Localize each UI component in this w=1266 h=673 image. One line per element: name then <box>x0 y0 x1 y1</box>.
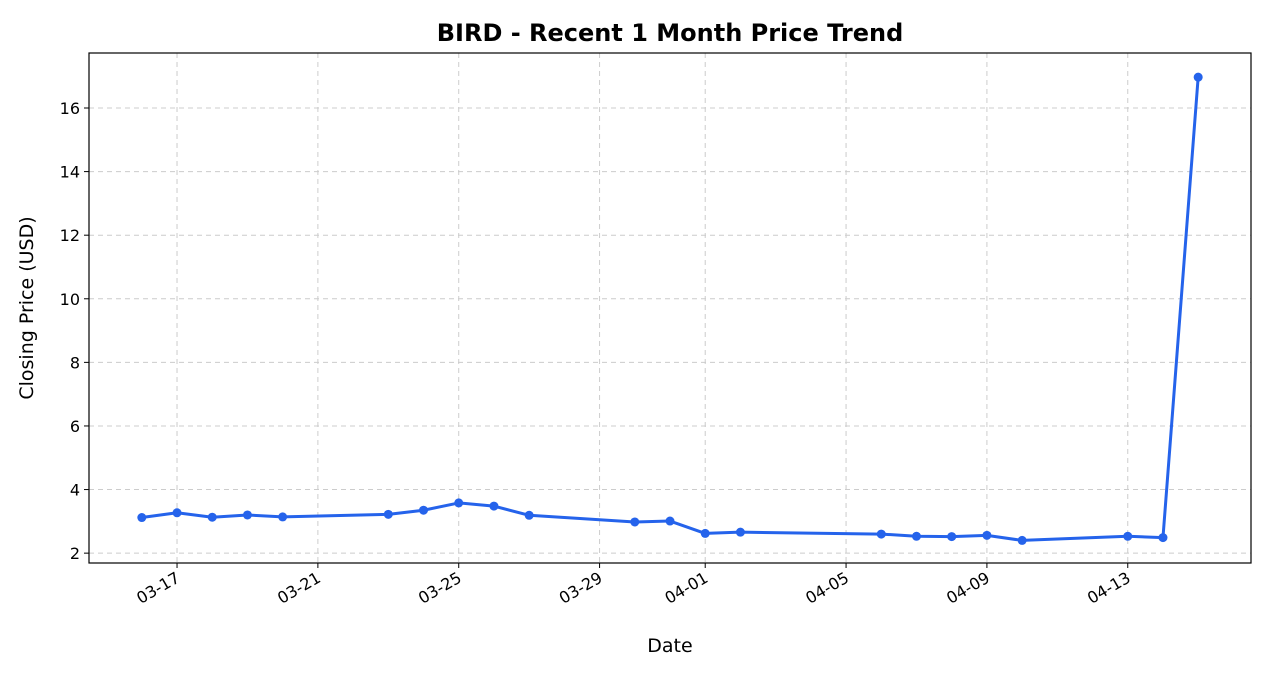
point <box>419 505 429 515</box>
x-tick-label: 04-13 <box>1084 568 1134 608</box>
point <box>242 510 252 520</box>
x-tick-label: 04-05 <box>802 568 852 608</box>
point <box>911 531 921 541</box>
point <box>735 527 745 537</box>
x-axis-label: Date <box>647 635 692 657</box>
y-tick-label: 6 <box>70 417 80 436</box>
point <box>665 516 675 526</box>
point <box>700 528 710 538</box>
chart-title: BIRD - Recent 1 Month Price Trend <box>437 19 904 47</box>
point <box>1123 531 1133 541</box>
x-tick-label: 03-29 <box>556 568 606 608</box>
point <box>524 510 534 520</box>
point <box>1158 533 1168 543</box>
point <box>207 512 217 522</box>
y-tick-label: 2 <box>70 544 80 563</box>
y-tick-label: 16 <box>60 99 80 118</box>
point <box>137 513 147 523</box>
price-line <box>141 77 1200 542</box>
point <box>630 517 640 527</box>
point <box>172 508 182 518</box>
point <box>982 530 992 540</box>
plot-frame <box>88 52 1252 564</box>
y-tick-label: 10 <box>60 290 80 309</box>
x-tick-label: 03-25 <box>415 568 465 608</box>
y-tick-label: 12 <box>60 226 80 245</box>
x-tick-label: 04-09 <box>943 568 993 608</box>
point <box>383 509 393 519</box>
point <box>278 512 288 522</box>
point <box>454 498 464 508</box>
x-tick-label: 04-01 <box>661 568 711 608</box>
x-tick-label: 03-17 <box>133 568 183 608</box>
point <box>947 532 957 542</box>
point <box>876 529 886 539</box>
y-tick-label: 14 <box>60 163 80 182</box>
point <box>1017 535 1027 545</box>
point <box>1193 72 1203 82</box>
y-tick-label: 4 <box>70 481 80 500</box>
point <box>489 501 499 511</box>
x-tick-label: 03-21 <box>274 568 324 608</box>
y-tick-label: 8 <box>70 353 80 372</box>
y-axis-label: Closing Price (USD) <box>16 216 38 399</box>
